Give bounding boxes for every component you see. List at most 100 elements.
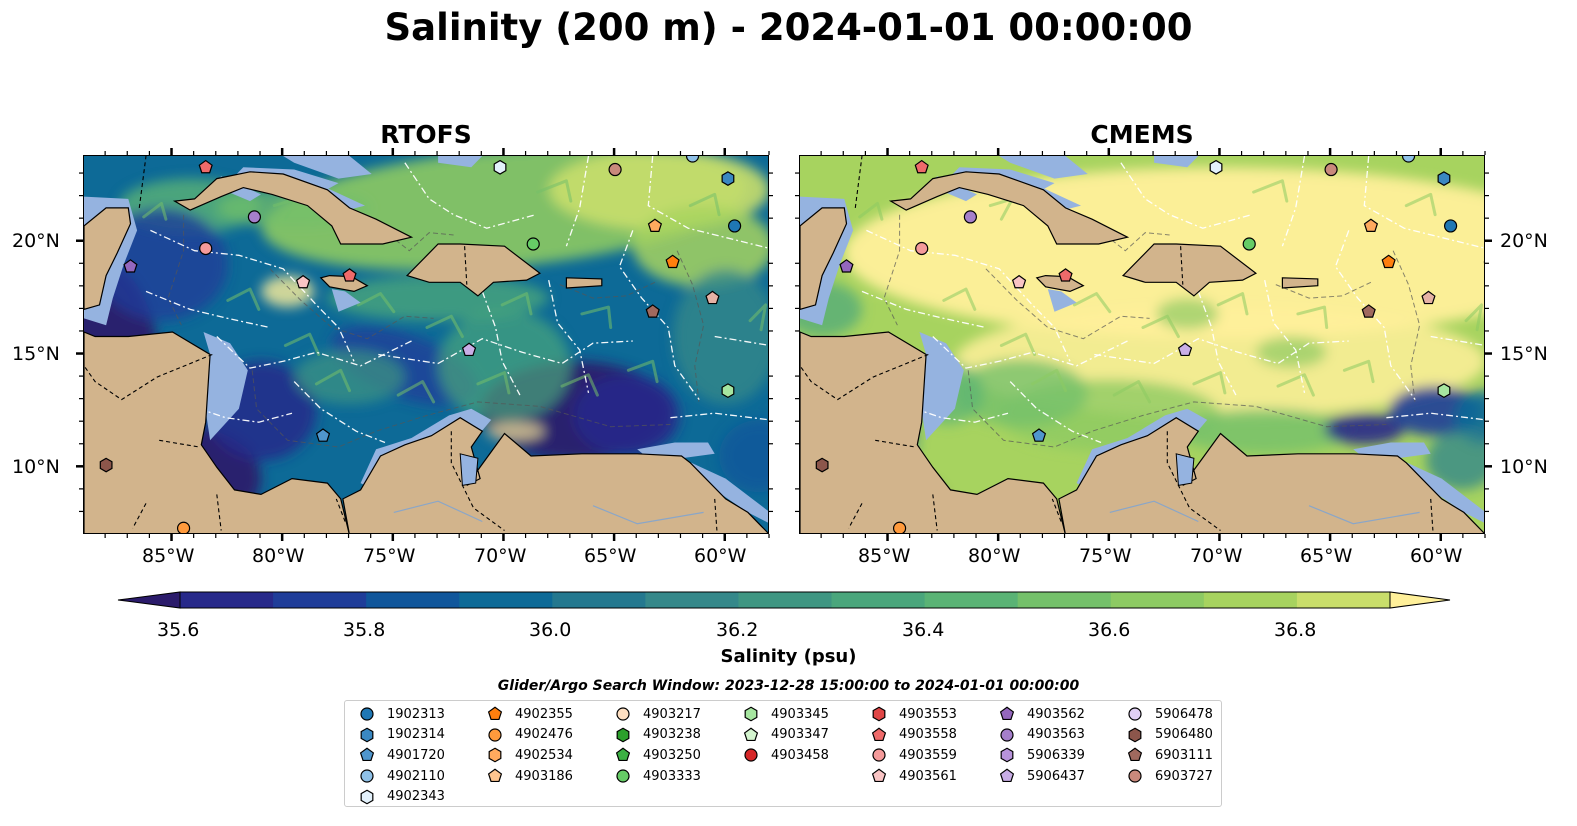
country-border xyxy=(1430,498,1434,531)
colorbar-tick-label: 36.6 xyxy=(1088,619,1131,641)
float-marker xyxy=(1324,162,1338,177)
colorbar-segment xyxy=(1110,592,1205,608)
legend-label: 4903333 xyxy=(643,768,701,784)
eez-boundary xyxy=(647,156,768,249)
map-panel-rtofs xyxy=(83,155,769,534)
float-marker xyxy=(685,156,700,163)
legend-marker xyxy=(744,706,758,722)
land-mass xyxy=(172,171,414,245)
eez-boundary xyxy=(1264,279,1306,394)
panel-title-cmems: CMEMS xyxy=(1090,120,1194,149)
legend-item: 4903238 xyxy=(613,725,701,745)
pentagon-marker-icon xyxy=(871,768,887,783)
legend-item: 4903559 xyxy=(869,745,957,765)
pentagon-marker-icon xyxy=(999,706,1015,721)
float-marker xyxy=(665,254,680,269)
x-tick-label: 70°W xyxy=(474,545,527,567)
eez-boundary xyxy=(1430,335,1484,346)
legend-marker xyxy=(488,747,502,763)
shelf-region xyxy=(331,289,361,312)
circle-marker-icon xyxy=(488,728,502,742)
float-marker xyxy=(176,521,191,533)
float-marker xyxy=(1177,342,1193,357)
float-marker xyxy=(1031,428,1047,442)
float-marker xyxy=(1242,237,1256,251)
legend-label: 5906437 xyxy=(1027,768,1085,784)
country-border xyxy=(854,156,863,208)
circle-marker-icon xyxy=(1000,728,1014,742)
pentagon-marker-icon xyxy=(487,706,503,721)
legend-marker xyxy=(487,768,503,783)
float-marker xyxy=(342,268,357,282)
legend-item: 5906437 xyxy=(997,766,1085,786)
float-marker xyxy=(645,304,660,318)
float-marker xyxy=(839,259,854,273)
land-mass xyxy=(888,171,1130,245)
panel-title-rtofs: RTOFS xyxy=(380,120,472,149)
legend-marker xyxy=(999,768,1015,783)
legend-item: 4902110 xyxy=(357,766,445,786)
legend-item: 4902355 xyxy=(485,704,573,724)
legend-item: 4903250 xyxy=(613,745,701,765)
shelf-region xyxy=(681,458,768,523)
float-marker xyxy=(315,428,331,442)
hexagon-marker-icon xyxy=(616,727,630,743)
eez-boundary xyxy=(481,291,521,396)
legend-marker xyxy=(616,727,630,743)
land-mass xyxy=(1281,277,1319,289)
x-tick-label: 75°W xyxy=(1079,545,1132,567)
legend-marker xyxy=(616,707,630,721)
float-marker xyxy=(608,162,622,177)
pentagon-marker-icon xyxy=(1127,747,1143,762)
colorbar-tick-label: 36.4 xyxy=(902,619,945,641)
circle-marker-icon xyxy=(616,707,630,721)
colorbar-segment xyxy=(1017,592,1112,608)
legend-item: 6903727 xyxy=(1125,766,1213,786)
shelf-region xyxy=(283,156,372,179)
x-tick-label: 85°W xyxy=(142,545,195,567)
eez-boundary xyxy=(861,290,987,329)
eez-boundary xyxy=(548,279,590,394)
legend-marker xyxy=(487,706,503,721)
country-border xyxy=(714,498,718,531)
legend-marker xyxy=(488,728,502,742)
eez-boundary xyxy=(216,336,412,369)
hexagon-marker-icon xyxy=(360,789,374,805)
x-tick-label: 65°W xyxy=(584,545,637,567)
legend-item: 6903111 xyxy=(1125,745,1213,765)
colorbar-tick-label: 36.8 xyxy=(1274,619,1317,641)
legend-marker xyxy=(872,706,886,722)
pentagon-marker-icon xyxy=(743,727,759,741)
legend-label: 4903558 xyxy=(899,727,957,743)
map-axes xyxy=(76,148,1492,541)
float-marker xyxy=(721,383,735,399)
y-tick-label: 10°N xyxy=(1500,456,1548,478)
float-marker xyxy=(914,159,929,174)
legend-label: 4903217 xyxy=(643,706,701,722)
bathymetry-contour xyxy=(559,281,656,299)
legend-label: 4903345 xyxy=(771,706,829,722)
legend-label: 4903458 xyxy=(771,747,829,763)
legend-marker xyxy=(743,727,759,741)
legend-marker xyxy=(871,727,887,741)
colorbar-tick-label: 35.8 xyxy=(343,619,386,641)
float-marker xyxy=(892,521,907,533)
legend-item: 4903217 xyxy=(613,704,701,724)
figure-title: Salinity (200 m) - 2024-01-01 00:00:00 xyxy=(384,6,1193,49)
float-marker xyxy=(1401,156,1416,163)
shelf-region xyxy=(1397,458,1484,523)
float-marker xyxy=(963,210,977,224)
circle-marker-icon xyxy=(360,769,374,783)
legend-label: 1902314 xyxy=(387,727,445,743)
legend-label: 4903562 xyxy=(1027,706,1085,722)
x-tick-label: 80°W xyxy=(252,545,305,567)
land-mass xyxy=(405,243,542,297)
legend-marker xyxy=(360,769,374,783)
legend-item: 5906339 xyxy=(997,745,1085,765)
eez-boundary xyxy=(1120,162,1252,229)
eez-boundary xyxy=(198,408,293,423)
legend-item: 4903553 xyxy=(869,704,957,724)
x-tick-label: 80°W xyxy=(968,545,1021,567)
bathymetry-contour xyxy=(676,250,705,405)
float-marker xyxy=(721,171,735,186)
